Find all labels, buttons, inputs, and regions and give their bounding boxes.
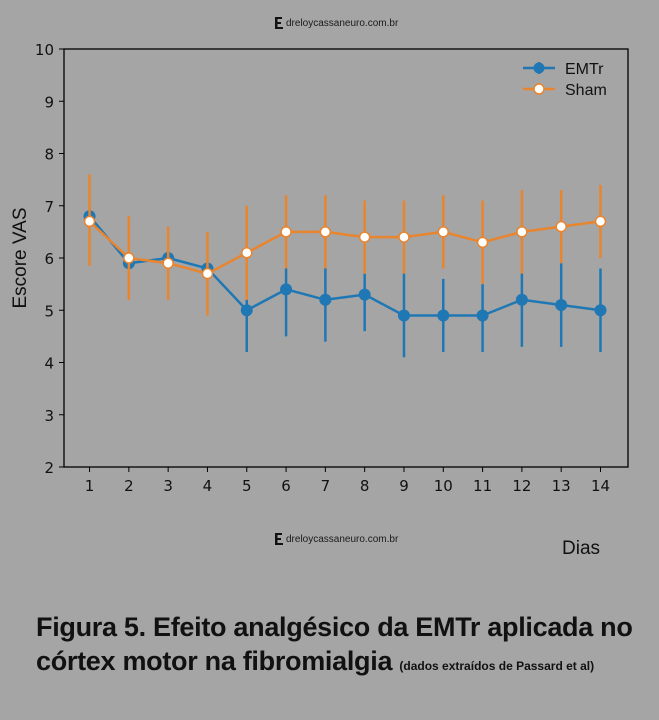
y-tick-label: 3 — [44, 407, 54, 425]
data-point — [516, 226, 528, 238]
x-tick-label: 10 — [434, 477, 453, 495]
plot-area-frame — [63, 48, 629, 468]
series-sham — [83, 174, 607, 316]
e-logo-icon — [275, 17, 283, 29]
data-point — [123, 252, 135, 264]
series-layer — [83, 174, 607, 358]
x-tick-label: 11 — [473, 477, 492, 495]
x-tick-label: 4 — [203, 477, 213, 495]
caption-line-2: córtex motor na fibromialgia (dados extr… — [36, 644, 656, 683]
legend-label: EMTr — [565, 61, 604, 78]
y-axis-ticks: 2 3 4 5 6 7 8 9 10 — [35, 41, 64, 477]
data-point — [240, 304, 253, 317]
data-point — [555, 220, 567, 233]
data-point — [241, 247, 253, 259]
x-axis-label: Dias — [562, 538, 601, 559]
y-tick-label: 2 — [44, 459, 54, 477]
x-tick-label: 3 — [163, 477, 173, 495]
x-axis-ticks: 1 2 3 4 5 6 7 8 9 10 11 12 13 14 — [85, 467, 610, 495]
data-point — [280, 226, 292, 238]
data-point — [594, 215, 607, 228]
y-axis-label: Escore VAS — [10, 207, 31, 308]
y-tick-label: 4 — [44, 355, 54, 373]
watermark-text: dreloycassaneuro.com.br — [286, 533, 399, 545]
x-tick-label: 5 — [242, 477, 252, 495]
data-point — [515, 293, 528, 306]
x-tick-label: 1 — [85, 477, 95, 495]
data-point — [319, 226, 332, 238]
data-point — [162, 257, 174, 269]
data-point — [437, 309, 450, 322]
data-point — [358, 231, 371, 243]
y-tick-label: 10 — [35, 41, 54, 59]
series-line — [88, 215, 601, 317]
watermark-top: dreloycassaneuro.com.br — [275, 17, 398, 29]
watermark-text: dreloycassaneuro.com.br — [286, 17, 399, 29]
x-tick-label: 2 — [124, 477, 134, 495]
data-point — [83, 215, 96, 228]
y-tick-label: 9 — [44, 93, 54, 111]
data-point — [594, 304, 607, 317]
x-tick-label: 9 — [399, 477, 409, 495]
figure-caption: Figura 5. Efeito analgésico da EMTr apli… — [36, 610, 656, 683]
legend-item-emtr: EMTr — [523, 61, 604, 78]
data-point — [476, 236, 489, 249]
data-point — [437, 226, 450, 238]
series-line — [88, 220, 601, 275]
legend-marker — [533, 62, 545, 74]
data-point — [280, 283, 293, 296]
legend-item-sham: Sham — [523, 82, 607, 99]
x-tick-label: 14 — [591, 477, 610, 495]
caption-line-2-text: córtex motor na fibromialgia — [36, 646, 393, 676]
y-tick-label: 8 — [44, 146, 54, 164]
caption-source-note: (dados extraídos de Passard et al) — [399, 659, 595, 673]
legend-label: Sham — [565, 82, 607, 99]
data-point — [397, 309, 410, 322]
data-point — [319, 293, 332, 306]
data-point — [476, 309, 489, 322]
x-tick-label: 8 — [360, 477, 370, 495]
legend-marker — [533, 83, 545, 95]
y-tick-label: 6 — [44, 250, 54, 268]
e-logo-icon — [275, 533, 283, 545]
x-tick-label: 7 — [321, 477, 331, 495]
data-point — [358, 288, 371, 301]
y-tick-label: 5 — [44, 302, 54, 320]
x-tick-label: 13 — [552, 477, 571, 495]
legend: EMTr Sham — [523, 61, 607, 99]
y-tick-label: 7 — [44, 198, 54, 216]
x-tick-label: 6 — [281, 477, 291, 495]
caption-line-1: Figura 5. Efeito analgésico da EMTr apli… — [36, 612, 633, 642]
axes-frame — [63, 48, 629, 468]
data-point — [555, 299, 568, 312]
data-point — [201, 267, 214, 280]
x-tick-label: 12 — [512, 477, 531, 495]
data-point — [398, 231, 410, 243]
watermark-bottom: dreloycassaneuro.com.br — [275, 533, 398, 545]
